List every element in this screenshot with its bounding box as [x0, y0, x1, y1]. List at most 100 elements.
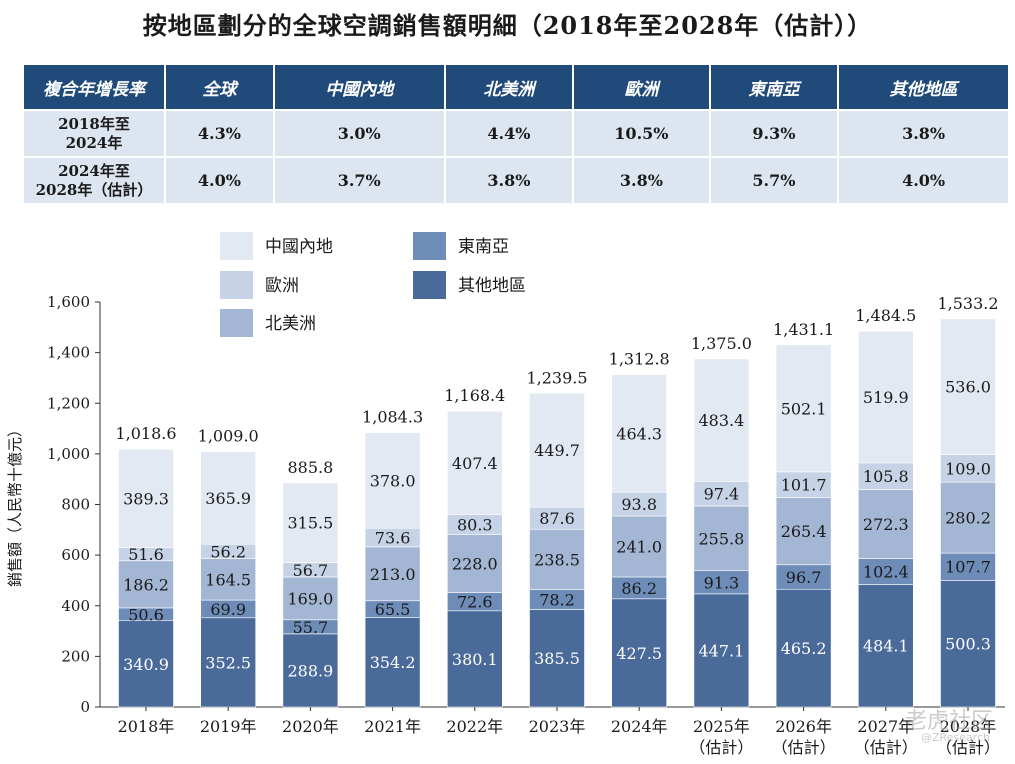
bar-value-label: 315.5 — [287, 514, 333, 533]
bar-segment — [611, 515, 668, 578]
x-tick-sublabel: （估計） — [936, 738, 1000, 757]
cagr-row-label-line: 2018年至 — [58, 114, 130, 133]
y-tick-label: 0 — [80, 698, 90, 716]
bar-segment — [940, 552, 996, 581]
bar-value-label: 80.3 — [457, 516, 493, 535]
cagr-cell: 4.0% — [839, 158, 1008, 203]
cagr-column-header: 全球 — [166, 65, 273, 109]
legend-label: 其他地區 — [458, 276, 526, 296]
legend-label: 東南亞 — [458, 237, 509, 257]
legend-swatch — [413, 232, 446, 260]
y-tick-label: 1,600 — [47, 293, 90, 311]
cagr-column-header: 歐洲 — [574, 65, 709, 109]
bar-segment — [529, 392, 585, 508]
bar-segment — [857, 330, 914, 464]
bar-segment — [611, 374, 668, 493]
cagr-row-label: 2024年至 2028年（估計） — [24, 158, 164, 203]
bar-segment — [282, 482, 339, 563]
cagr-row: 2024年至 2028年（估計） 4.0% 3.7% 3.8% 3.8% 5.7… — [24, 158, 1008, 203]
bar-total-label: 1,018.6 — [115, 424, 176, 443]
bar-segment — [118, 448, 174, 549]
y-tick-label: 1,200 — [47, 394, 90, 412]
bar-segment — [364, 432, 421, 529]
bar-value-label: 164.5 — [205, 570, 251, 589]
bar-segment — [940, 454, 996, 483]
bar-segment — [446, 534, 503, 593]
bar-value-label: 354.2 — [370, 653, 416, 672]
bar-value-label: 427.5 — [616, 644, 662, 663]
cagr-table: 複合年增長率 全球 中國內地 北美洲 歐洲 東南亞 其他地區 2018年至 20… — [22, 63, 1010, 205]
x-tick-label: 2027年 — [857, 717, 914, 736]
bar-segment — [611, 598, 668, 708]
cagr-cell: 9.3% — [710, 111, 838, 156]
bar-value-label: 107.7 — [945, 558, 991, 577]
bar-segment — [282, 576, 339, 621]
bar-segment — [118, 560, 174, 609]
bar-value-label: 86.2 — [621, 579, 657, 598]
legend-label: 中國內地 — [265, 237, 333, 257]
cagr-row-label-line: 2024年 — [65, 133, 123, 152]
bar-segment — [364, 546, 421, 602]
bar-total-label: 1,239.5 — [526, 368, 587, 387]
bar-value-label: 228.0 — [452, 555, 498, 574]
bar-value-label: 91.3 — [704, 573, 740, 592]
cagr-cell: 3.7% — [274, 158, 444, 203]
bar-value-label: 56.2 — [210, 542, 246, 561]
bar-total-label: 1,533.2 — [937, 294, 998, 313]
cagr-column-header: 其他地區 — [839, 65, 1008, 109]
bar-value-label: 378.0 — [370, 471, 416, 490]
bar-value-label: 101.7 — [781, 476, 827, 495]
y-axis-label: 銷售額（人民幣十億元） — [6, 422, 24, 587]
bar-value-label: 97.4 — [704, 485, 740, 504]
cagr-cell: 4.4% — [445, 111, 573, 156]
x-tick-label: 2023年 — [529, 717, 586, 736]
y-tick-label: 600 — [61, 546, 90, 564]
y-tick-label: 200 — [61, 647, 90, 665]
bar-value-label: 447.1 — [698, 641, 744, 660]
bar-total-label: 1,009.0 — [198, 427, 259, 446]
bar-value-label: 93.8 — [621, 495, 657, 514]
bar-segment — [200, 617, 256, 708]
bar-total-label: 1,312.8 — [609, 350, 670, 369]
bar-segment — [693, 358, 750, 482]
x-tick-sublabel: （估計） — [689, 738, 753, 757]
bar-value-label: 389.3 — [123, 489, 169, 508]
x-tick-sublabel: （估計） — [854, 738, 918, 757]
y-tick-label: 1,000 — [47, 445, 90, 463]
x-tick-label: 2020年 — [282, 717, 339, 736]
bar-value-label: 536.0 — [945, 378, 991, 397]
bar-value-label: 102.4 — [863, 563, 909, 582]
bar-value-label: 483.4 — [698, 411, 744, 430]
bar-segment — [940, 580, 996, 708]
bar-value-label: 502.1 — [781, 399, 827, 418]
bar-value-label: 255.8 — [698, 529, 744, 548]
legend-swatch — [413, 271, 446, 299]
cagr-row-label: 2018年至 2024年 — [24, 111, 164, 156]
bar-value-label: 272.3 — [863, 515, 909, 534]
legend-swatch — [220, 309, 253, 337]
cagr-cell: 4.3% — [166, 111, 273, 156]
bar-value-label: 55.7 — [293, 618, 329, 637]
bar-value-label: 265.4 — [781, 522, 827, 541]
bar-segment — [857, 584, 914, 708]
bar-segment — [446, 410, 503, 515]
cagr-cell: 10.5% — [574, 111, 709, 156]
bar-value-label: 407.4 — [452, 454, 498, 473]
y-tick-label: 1,400 — [47, 344, 90, 362]
cagr-header-row: 複合年增長率 全球 中國內地 北美洲 歐洲 東南亞 其他地區 — [24, 65, 1008, 109]
bar-value-label: 380.1 — [452, 650, 498, 669]
cagr-column-header: 中國內地 — [274, 65, 444, 109]
watermark: 老虎社区 @ZResearch — [905, 703, 993, 744]
bar-value-label: 484.1 — [863, 637, 909, 656]
cagr-cell: 4.0% — [166, 158, 273, 203]
bar-segment — [693, 505, 750, 572]
bar-value-label: 352.5 — [205, 653, 251, 672]
x-tick-label: 2022年 — [446, 717, 503, 736]
bar-value-label: 78.2 — [539, 591, 575, 610]
bar-value-label: 186.2 — [123, 575, 169, 594]
bar-value-label: 50.6 — [128, 605, 164, 624]
bar-value-label: 213.0 — [370, 565, 416, 584]
bar-segment — [529, 609, 585, 708]
cagr-cell: 5.7% — [710, 158, 838, 203]
